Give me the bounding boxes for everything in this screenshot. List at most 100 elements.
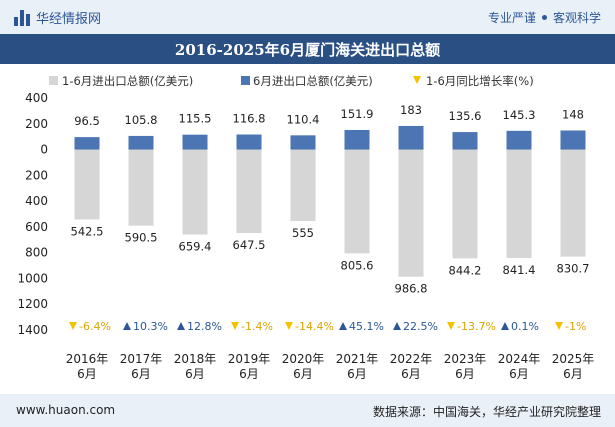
x-tick-label: 6月	[239, 367, 259, 381]
data-label-june: 135.6	[449, 109, 482, 123]
x-tick-label: 2025年	[552, 352, 595, 366]
x-tick-label: 6月	[563, 367, 583, 381]
data-label-june: 116.8	[233, 112, 266, 126]
growth-label: -13.7%	[457, 320, 496, 333]
legend-swatch-june	[241, 76, 250, 85]
data-label-june: 151.9	[341, 107, 374, 121]
x-tick-label: 6月	[347, 367, 367, 381]
growth-label: 22.5%	[403, 320, 438, 333]
brand: 华经情报网	[14, 8, 101, 27]
growth-up-triangle-icon	[177, 322, 185, 330]
x-tick-label: 2017年	[120, 352, 163, 366]
y-tick-label: 1400	[17, 323, 48, 337]
growth-up-triangle-icon	[393, 322, 401, 330]
data-label-june: 145.3	[503, 108, 536, 122]
x-tick-label: 6月	[131, 367, 151, 381]
bar-june	[398, 125, 424, 150]
bar-june	[344, 129, 370, 150]
data-label-cumulative: 555	[292, 226, 314, 240]
legend-label-cumulative: 1-6月进出口总额(亿美元)	[62, 74, 193, 88]
chart-title: 2016-2025年6月厦门海关进出口总额	[174, 41, 441, 59]
bar-cumulative	[398, 149, 424, 277]
growth-label: 12.8%	[187, 320, 222, 333]
growth-label: 0.1%	[511, 320, 539, 333]
data-label-cumulative: 542.5	[71, 224, 104, 238]
x-tick-label: 6月	[509, 367, 529, 381]
growth-down-triangle-icon	[231, 322, 239, 330]
bar-june	[560, 130, 586, 150]
y-tick-label: 1200	[17, 297, 48, 311]
y-tick-label: 400	[25, 91, 48, 105]
legend-label-june: 6月进出口总额(亿美元)	[253, 74, 373, 88]
growth-label: -1%	[565, 320, 586, 333]
x-tick-label: 2023年	[444, 352, 487, 366]
bar-chart: 1-6月进出口总额(亿美元) 6月进出口总额(亿美元) 1-6月同比增长率(%) 40…	[17, 74, 595, 381]
y-tick-label: 200	[25, 168, 48, 182]
x-tick-label: 2016年	[66, 352, 109, 366]
bar-cumulative	[560, 149, 586, 257]
legend-label-growth: 1-6月同比增长率(%)	[426, 74, 534, 88]
slogan-left: 专业严谨	[487, 11, 536, 25]
data-label-cumulative: 659.4	[179, 240, 212, 254]
bar-cumulative	[236, 149, 262, 234]
data-label-june: 110.4	[287, 112, 320, 126]
legend-swatch-cumulative	[49, 76, 58, 85]
title-bar: 2016-2025年6月厦门海关进出口总额	[0, 34, 615, 64]
bar-june	[236, 134, 262, 150]
y-tick-label: 800	[25, 246, 48, 260]
data-label-june: 96.5	[74, 114, 100, 128]
growth-label: 45.1%	[349, 320, 384, 333]
data-source: 数据来源：中国海关，华经产业研究院整理	[372, 405, 601, 419]
data-label-cumulative: 830.7	[557, 262, 590, 276]
x-tick-label: 2020年	[282, 352, 325, 366]
x-tick-label: 6月	[401, 367, 421, 381]
y-tick-label: 600	[25, 220, 48, 234]
bar-logo-icon	[14, 9, 30, 26]
y-tick-label: 200	[25, 117, 48, 131]
data-label-cumulative: 647.5	[233, 238, 266, 252]
bar-june	[128, 135, 154, 150]
bar-june	[290, 135, 316, 150]
x-tick-label: 2019年	[228, 352, 271, 366]
growth-down-triangle-icon	[69, 322, 77, 330]
bar-cumulative	[128, 149, 154, 226]
growth-label: 10.3%	[133, 320, 168, 333]
bar-june	[74, 137, 100, 150]
x-tick-label: 6月	[455, 367, 475, 381]
bar-cumulative	[506, 149, 532, 259]
data-label-june: 183	[400, 103, 422, 117]
growth-label: -14.4%	[295, 320, 334, 333]
growth-up-triangle-icon	[501, 322, 509, 330]
x-tick-label: 2022年	[390, 352, 433, 366]
bar-june	[506, 130, 532, 150]
bar-cumulative	[290, 149, 316, 222]
growth-label: -6.4%	[79, 320, 111, 333]
growth-down-triangle-icon	[285, 322, 293, 330]
growth-up-triangle-icon	[123, 322, 131, 330]
data-label-june: 105.8	[125, 113, 158, 127]
growth-label: -1.4%	[241, 320, 273, 333]
slogan-right: 客观科学	[552, 11, 601, 25]
y-tick-label: 1000	[17, 271, 48, 285]
bar-cumulative	[74, 149, 100, 220]
footer-bar: www.huaon.com 数据来源：中国海关，华经产业研究院整理	[0, 394, 615, 427]
bar-june	[182, 134, 208, 150]
data-label-june: 115.5	[179, 112, 212, 126]
top-bar: 华经情报网 专业严谨 客观科学	[0, 0, 615, 34]
data-label-cumulative: 844.2	[449, 263, 482, 277]
legend-triangle-icon	[413, 76, 421, 84]
bar-june	[452, 132, 478, 150]
x-tick-label: 6月	[185, 367, 205, 381]
bar-cumulative	[182, 149, 208, 235]
y-tick-label: 400	[25, 194, 48, 208]
bar-cumulative	[452, 149, 478, 259]
growth-down-triangle-icon	[555, 322, 563, 330]
x-tick-label: 6月	[293, 367, 313, 381]
data-label-cumulative: 590.5	[125, 231, 158, 245]
growth-down-triangle-icon	[447, 322, 455, 330]
bullet-dot-icon	[541, 15, 547, 20]
site-url: www.huaon.com	[16, 403, 116, 417]
x-tick-label: 2018年	[174, 352, 217, 366]
x-tick-label: 2024年	[498, 352, 541, 366]
